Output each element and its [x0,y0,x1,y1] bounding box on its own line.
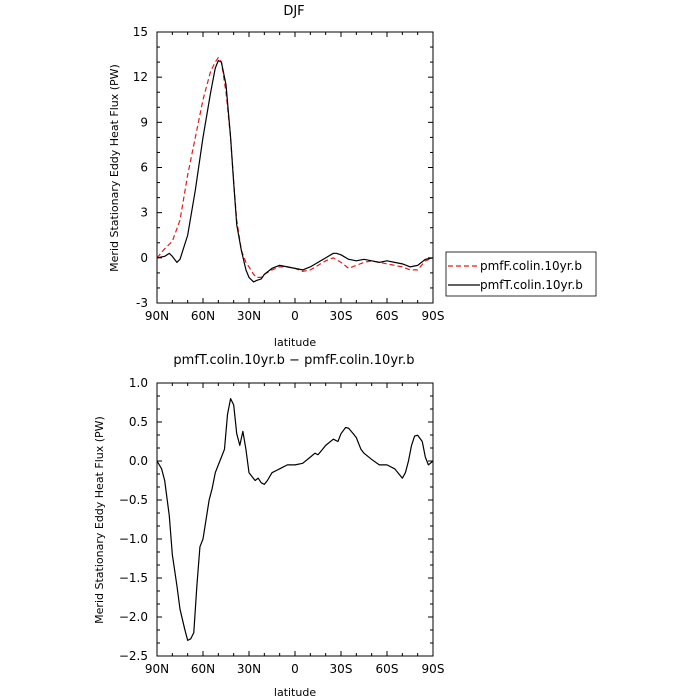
bottom-y-tick-label: −1.0 [119,532,148,546]
bottom-y-tick-label: −2.0 [119,610,148,624]
top-y-tick-label: 3 [140,206,148,220]
bottom-y-axis: −2.5 −2.0 −1.5 −1.0 −0.5 0.0 0.5 1.0 [119,376,433,663]
legend-box [445,251,597,297]
bottom-panel: pmfT.colin.10yr.b − pmfF.colin.10yr.b 90… [93,353,444,699]
bottom-x-axis: 90N 60N 30N 0 30S 60S 90S [145,383,445,676]
bottom-chart-title: pmfT.colin.10yr.b − pmfF.colin.10yr.b [173,353,414,368]
top-y-tick-label: 0 [140,251,148,265]
top-y-tick-label: 12 [133,70,148,84]
bottom-x-axis-label: latitude [274,686,316,699]
bottom-y-tick-label: −0.5 [119,493,148,507]
bottom-y-tick-label: −1.5 [119,571,148,585]
legend: pmfF.colin.10yr.b pmfT.colin.10yr.b [445,251,597,297]
top-y-tick-label: 6 [140,161,148,175]
bottom-y-axis-label: Merid Stationary Eddy Heat Flux (PW) [93,416,106,624]
top-x-tick-label: 60S [376,309,399,323]
bottom-x-tick-label: 60S [376,662,399,676]
bottom-x-tick-label: 90S [422,662,445,676]
top-series-lines [156,56,434,283]
top-x-axis-label: latitude [274,336,316,349]
top-y-axis: -3 0 3 6 9 12 15 [133,25,433,310]
top-panel: DJF 90N 60N 30N 0 30S 60S 90S -3 0 3 6 9 12 15 latit… [108,4,597,349]
bottom-y-tick-label: 0.5 [129,415,148,429]
bottom-x-tick-label: 30S [330,662,353,676]
bottom-y-tick-label: 0.0 [129,454,148,468]
top-y-axis-label: Merid Stationary Eddy Heat Flux (PW) [108,64,121,272]
bottom-y-tick-label: −2.5 [119,649,148,663]
top-x-tick-label: 0 [291,309,299,323]
top-chart-title: DJF [283,4,304,19]
legend-label-pmfF: pmfF.colin.10yr.b [480,259,582,273]
top-y-tick-label: 9 [140,115,148,129]
bottom-x-tick-label: 90N [145,662,169,676]
legend-label-pmfT: pmfT.colin.10yr.b [480,278,583,292]
bottom-series-lines [156,398,434,641]
bottom-plot-frame [156,382,434,657]
top-y-tick-label: 15 [133,25,148,39]
top-x-tick-label: 30N [237,309,261,323]
top-x-tick-label: 60N [191,309,215,323]
bottom-x-tick-label: 0 [291,662,299,676]
top-y-tick-label: -3 [136,296,148,310]
top-x-tick-label: 90S [422,309,445,323]
top-x-axis: 90N 60N 30N 0 30S 60S 90S [145,32,445,323]
bottom-series-line-0 [156,398,434,641]
top-x-tick-label: 90N [145,309,169,323]
bottom-x-tick-label: 60N [191,662,215,676]
bottom-y-tick-label: 1.0 [129,376,148,390]
bottom-x-tick-label: 30N [237,662,261,676]
top-x-tick-label: 30S [330,309,353,323]
top-series-line-1 [156,60,434,283]
